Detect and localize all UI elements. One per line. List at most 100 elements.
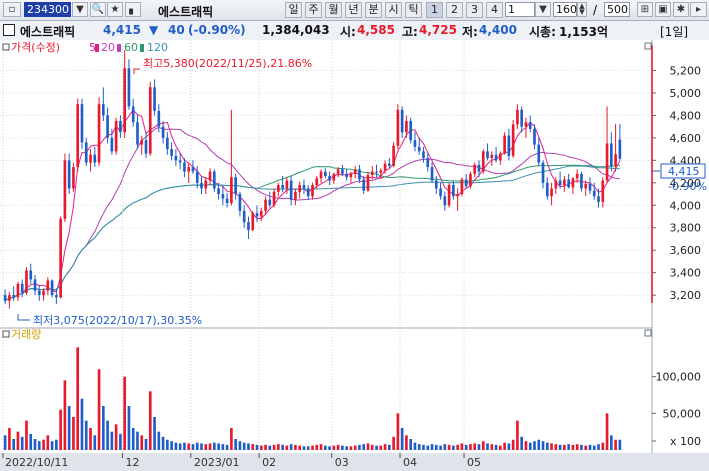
candle-body xyxy=(148,87,152,154)
volume-bar xyxy=(80,398,84,450)
current-change-tag: -0.90% xyxy=(668,180,707,193)
number-1-button[interactable]: 1 xyxy=(426,2,443,18)
candle-body xyxy=(545,182,549,197)
price-chart[interactable]: 5,2005,0004,8004,6004,4004,2004,0003,800… xyxy=(0,40,709,471)
candle-body xyxy=(533,128,536,145)
candle-body xyxy=(67,160,71,189)
volume-bar xyxy=(221,444,225,450)
candle-body xyxy=(541,162,545,183)
volume-bar xyxy=(392,436,395,450)
candle-body xyxy=(439,188,442,197)
interval-select[interactable]: 1 xyxy=(505,2,535,17)
volume-bar xyxy=(477,444,481,450)
star-icon[interactable]: ★ xyxy=(107,2,123,17)
candle-body xyxy=(25,270,28,293)
low-annotation: 최저3,075(2022/10/17),30.35% xyxy=(33,314,202,327)
volume-bar xyxy=(469,444,472,450)
candle-body xyxy=(610,143,613,166)
volume-bar xyxy=(413,442,417,450)
candle-body xyxy=(191,167,195,172)
volume-bar xyxy=(8,428,11,450)
market-icon[interactable]: ▖ xyxy=(125,2,141,17)
date-tick-label: 2023/01 xyxy=(194,456,240,469)
legend-price-label: 가격(수정) xyxy=(11,41,60,54)
volume-bar xyxy=(247,443,250,450)
volume-bar xyxy=(306,446,310,450)
candle-body xyxy=(388,163,391,166)
count-input[interactable]: 160 xyxy=(553,2,577,17)
candle-body xyxy=(72,167,75,189)
number-3-button[interactable]: 3 xyxy=(466,2,483,18)
number-2-button[interactable]: 2 xyxy=(446,2,463,18)
more-options-icon[interactable]: ▸ xyxy=(690,2,707,17)
period-day-button[interactable]: 일 xyxy=(285,2,302,18)
volume-tick-label: 100,000 xyxy=(656,371,702,384)
legend-ma5: 5 xyxy=(89,41,96,54)
volume-bar xyxy=(490,444,494,450)
volume-bar xyxy=(588,444,592,450)
candle-body xyxy=(42,290,45,296)
date-tick-label: 05 xyxy=(467,456,481,469)
period-minute-button[interactable]: 분 xyxy=(365,2,382,18)
price-tick-label: 4,600 xyxy=(670,132,702,145)
candle-body xyxy=(400,109,404,133)
candle-body xyxy=(417,146,421,152)
price-tick-label: 3,200 xyxy=(670,289,702,302)
candle-body xyxy=(597,196,600,202)
menu-icon[interactable]: ▫ xyxy=(3,2,21,17)
candle-body xyxy=(511,124,515,156)
interval-dropdown-icon[interactable]: ▼ xyxy=(535,2,551,17)
down-arrow-icon: ▼ xyxy=(149,23,159,37)
stock-name: 에스트래픽 xyxy=(158,5,214,19)
volume-bar xyxy=(255,444,259,450)
candle-body xyxy=(477,164,481,172)
volume-bar xyxy=(332,445,336,450)
volume-bar xyxy=(315,444,319,450)
period-month-button[interactable]: 월 xyxy=(325,2,342,18)
period-tick-button[interactable]: 틱 xyxy=(405,2,422,18)
candle-body xyxy=(370,171,374,175)
price-tick-label: 4,800 xyxy=(670,109,702,122)
volume-bar xyxy=(422,444,425,450)
volume-bar xyxy=(204,444,208,450)
volume-bar xyxy=(473,443,477,450)
candle-body xyxy=(345,173,348,178)
candle-body xyxy=(89,154,92,163)
settings-gear-icon[interactable]: ✱ xyxy=(673,2,689,17)
checkbox-icon[interactable] xyxy=(3,24,15,36)
price-range-bar xyxy=(651,45,653,303)
high-marker-arrow xyxy=(133,68,140,74)
volume-bar xyxy=(144,439,148,450)
save-icon[interactable]: ▣ xyxy=(655,2,671,17)
candle-body xyxy=(353,169,357,174)
current-price-tag xyxy=(660,163,706,179)
add-chart-icon[interactable]: ⊞ xyxy=(637,2,653,17)
volume-bar xyxy=(503,442,506,450)
volume-bar xyxy=(72,417,75,450)
number-4-button[interactable]: 4 xyxy=(486,2,503,18)
candle-body xyxy=(584,183,588,189)
volume-legend-icon xyxy=(2,330,10,338)
candle-body xyxy=(8,295,11,301)
volume-bar xyxy=(601,442,605,450)
price-tick-label: 3,800 xyxy=(670,222,702,235)
search-icon[interactable]: 🔍 xyxy=(90,2,106,17)
candle-body xyxy=(422,151,425,159)
code-dropdown-icon[interactable]: ▼ xyxy=(72,2,88,17)
candle-body xyxy=(426,158,430,168)
candle-body xyxy=(268,199,272,206)
candle-body xyxy=(281,185,284,189)
volume-panel-resize-icon[interactable] xyxy=(644,329,652,337)
candle-body xyxy=(375,171,378,173)
period-hour-button[interactable]: 시 xyxy=(385,2,402,18)
period-week-button[interactable]: 주 xyxy=(305,2,322,18)
candle-body xyxy=(452,185,455,197)
count-spinner[interactable]: ▲ ▼ xyxy=(577,2,587,17)
candle-body xyxy=(605,143,609,181)
candle-body xyxy=(507,135,511,156)
candle-body xyxy=(298,185,302,192)
candle-body xyxy=(285,180,289,189)
candle-body xyxy=(101,104,105,116)
period-year-button[interactable]: 년 xyxy=(345,2,362,18)
stock-code-input[interactable]: 234300 xyxy=(24,2,71,17)
